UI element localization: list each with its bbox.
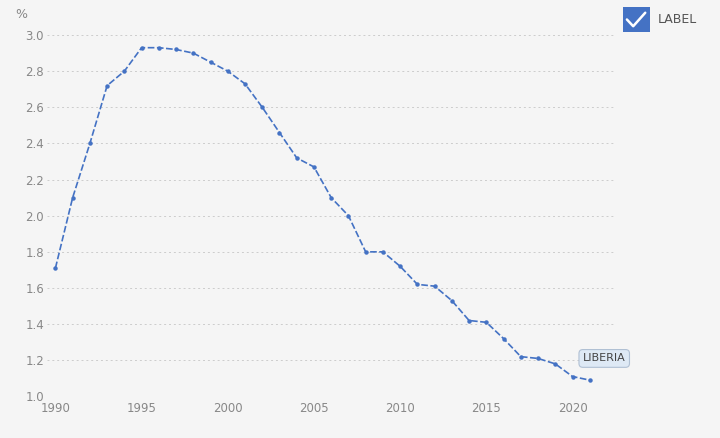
Text: LABEL: LABEL (657, 13, 697, 26)
Text: LIBERIA: LIBERIA (583, 353, 626, 364)
Text: %: % (16, 7, 27, 21)
